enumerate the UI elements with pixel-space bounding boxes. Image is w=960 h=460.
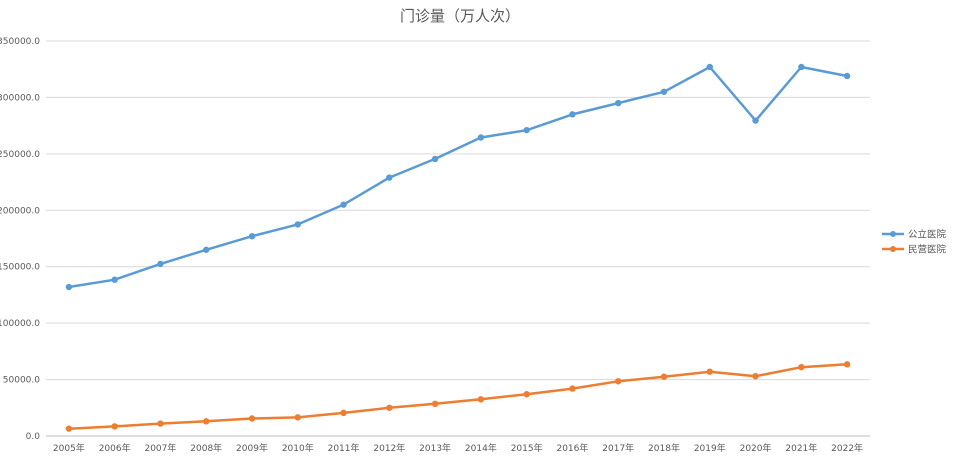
data-point: [843, 361, 851, 368]
x-tick-label: 2016年: [556, 442, 588, 454]
data-point: [660, 373, 668, 380]
data-point: [752, 372, 759, 380]
x-tick-label: 2011年: [328, 442, 360, 454]
y-tick-label: 100000.0: [0, 319, 40, 329]
data-point: [157, 260, 164, 268]
x-tick-label: 2007年: [144, 442, 176, 454]
x-tick-label: 2012年: [373, 442, 405, 454]
data-point: [248, 415, 256, 422]
data-point: [706, 368, 713, 375]
legend-swatch-marker: [890, 246, 896, 252]
x-tick-label: 2019年: [694, 442, 726, 454]
x-tick-label: 2020年: [740, 442, 772, 454]
data-point: [569, 385, 576, 392]
x-tick-label: 2013年: [419, 442, 451, 454]
data-point: [386, 174, 393, 181]
data-point: [798, 363, 805, 371]
data-point: [157, 420, 164, 427]
data-point: [477, 396, 485, 403]
data-point: [111, 276, 118, 283]
x-tick-label: 2015年: [511, 442, 543, 454]
chart-title: 门诊量（万人次）: [400, 7, 520, 25]
x-tick-label: 2017年: [602, 442, 634, 454]
x-tick-label: 2006年: [99, 442, 131, 454]
y-axis: 0.0 50000.0 100000.0 150000.0 200000.0 250000…: [0, 37, 40, 442]
data-point: [203, 418, 210, 425]
data-point: [111, 423, 118, 430]
data-point: [203, 246, 210, 253]
data-point: [798, 63, 805, 71]
grid-lines: [46, 40, 870, 437]
y-tick-label: 350000.0: [0, 37, 40, 47]
legend-label: 公立医院: [908, 229, 947, 241]
data-point: [523, 391, 530, 398]
x-tick-label: 2008年: [190, 442, 222, 454]
y-tick-label: 250000.0: [0, 150, 40, 160]
data-point: [294, 414, 301, 421]
x-tick-label: 2022年: [831, 442, 863, 454]
x-tick-label: 2009年: [236, 442, 268, 454]
data-point: [615, 99, 622, 107]
x-tick-label: 2018年: [648, 442, 680, 454]
data-point: [65, 283, 73, 291]
x-tick-label: 2021年: [785, 442, 817, 454]
series-line-1: [68, 65, 848, 289]
data-point: [569, 111, 576, 118]
series-line-2: [68, 363, 848, 430]
x-tick-label: 2014年: [465, 442, 497, 454]
data-point: [706, 63, 713, 71]
data-point: [615, 378, 622, 385]
data-point: [65, 425, 73, 432]
y-tick-label: 150000.0: [0, 263, 40, 273]
data-point: [752, 117, 759, 124]
data-point: [386, 404, 393, 411]
data-point: [431, 400, 439, 408]
x-tick-label: 2005年: [53, 442, 85, 454]
data-point: [248, 233, 256, 240]
data-point: [431, 155, 439, 163]
legend-swatch-marker: [890, 231, 896, 237]
y-tick-label: 50000.0: [3, 376, 40, 386]
data-point: [660, 88, 668, 95]
data-point: [340, 409, 347, 417]
series-group: [65, 63, 851, 432]
y-tick-label: 300000.0: [0, 93, 40, 103]
y-tick-label: 0.0: [26, 432, 41, 442]
data-point: [294, 221, 301, 228]
data-point: [523, 126, 530, 134]
legend-label: 民营医院: [908, 244, 947, 256]
data-point: [843, 72, 851, 80]
y-tick-label: 200000.0: [0, 206, 40, 216]
data-point: [340, 201, 347, 208]
x-tick-label: 2010年: [282, 442, 314, 454]
x-axis: 2005年 2006年 2007年 2008年 2009年 2010年 2011年 2012年…: [46, 435, 870, 454]
data-point: [477, 134, 485, 141]
